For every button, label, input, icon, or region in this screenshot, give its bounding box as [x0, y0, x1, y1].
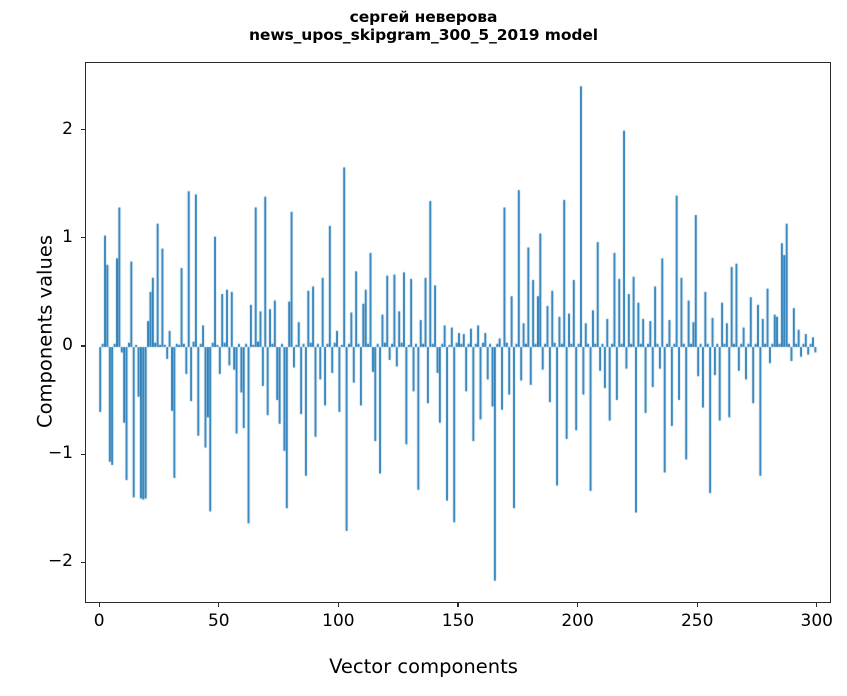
chart-title-line-2: news_upos_skipgram_300_5_2019 model — [248, 26, 599, 45]
y-tick-label: 2 — [62, 118, 73, 139]
bar-series-canvas — [86, 63, 832, 604]
x-tick-label: 200 — [561, 611, 594, 631]
x-tick-mark — [576, 603, 579, 608]
x-tick-label: 250 — [680, 611, 714, 631]
x-tick-mark — [816, 603, 818, 608]
x-tick-label: 150 — [441, 611, 475, 631]
y-tick-label: 1 — [62, 226, 73, 247]
x-tick-mark — [98, 603, 100, 608]
y-tick-mark — [80, 129, 85, 131]
chart-title: сергей неверова news_upos_skipgram_300_5… — [0, 8, 847, 45]
y-axis-label: Components values — [33, 235, 57, 428]
y-tick-label: −1 — [47, 443, 73, 464]
x-tick-label: 0 — [93, 611, 105, 631]
y-tick-label: 0 — [62, 335, 73, 356]
y-tick-label: −2 — [47, 551, 73, 572]
x-tick-label: 50 — [207, 611, 230, 631]
x-tick-label: 100 — [322, 611, 355, 631]
x-tick-mark — [218, 603, 220, 608]
x-tick-mark — [337, 603, 339, 608]
x-axis-label: Vector components — [329, 655, 518, 678]
x-tick-mark — [457, 603, 459, 608]
plot-axes — [85, 62, 832, 604]
x-tick-label: 300 — [800, 611, 833, 631]
x-tick-mark — [696, 603, 698, 608]
y-tick-mark — [80, 453, 85, 455]
chart-title-line-1: сергей неверова — [349, 8, 498, 26]
y-tick-mark — [80, 561, 85, 563]
y-tick-mark — [80, 345, 85, 347]
y-tick-mark — [80, 237, 85, 239]
